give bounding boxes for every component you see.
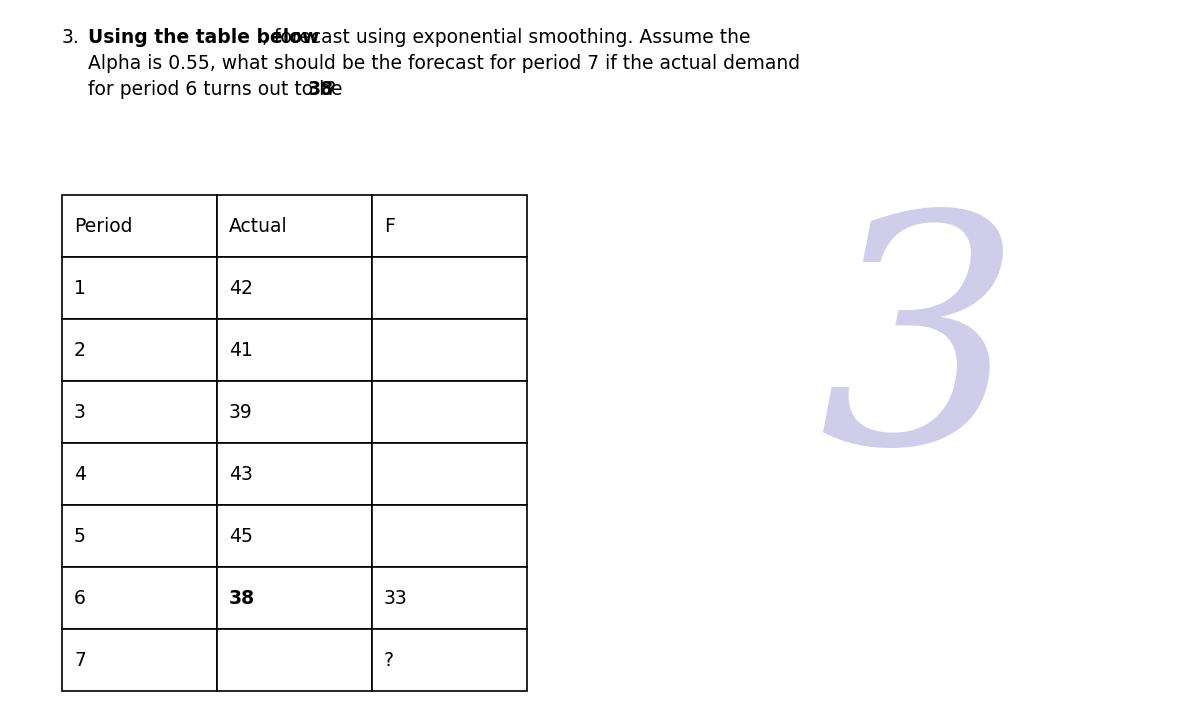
Bar: [217, 567, 372, 629]
Bar: [372, 629, 527, 691]
Text: 1: 1: [74, 279, 86, 297]
Text: 7: 7: [74, 650, 86, 670]
Bar: [217, 629, 372, 691]
Text: 33: 33: [384, 588, 408, 608]
Text: Alpha is 0.55, what should be the forecast for period 7 if the actual demand: Alpha is 0.55, what should be the foreca…: [88, 54, 800, 73]
Text: 6: 6: [74, 588, 86, 608]
Text: 38: 38: [308, 80, 334, 99]
Text: ?: ?: [326, 80, 336, 99]
Bar: [372, 505, 527, 567]
Bar: [62, 629, 217, 691]
Bar: [62, 381, 217, 443]
Text: Period: Period: [74, 217, 132, 235]
Text: 3: 3: [818, 200, 1021, 510]
Text: 41: 41: [229, 341, 253, 359]
Text: 4: 4: [74, 464, 86, 484]
Text: 5: 5: [74, 526, 86, 546]
Text: for period 6 turns out to be: for period 6 turns out to be: [88, 80, 348, 99]
Text: 42: 42: [229, 279, 253, 297]
Text: 39: 39: [229, 402, 253, 421]
Bar: [62, 443, 217, 505]
Text: Actual: Actual: [229, 217, 288, 235]
Bar: [217, 195, 372, 257]
Bar: [217, 505, 372, 567]
Bar: [217, 257, 372, 319]
Bar: [62, 319, 217, 381]
Bar: [372, 381, 527, 443]
Bar: [217, 443, 372, 505]
Text: 2: 2: [74, 341, 86, 359]
Bar: [372, 443, 527, 505]
Text: ?: ?: [384, 650, 394, 670]
Bar: [372, 195, 527, 257]
Bar: [62, 257, 217, 319]
Text: 38: 38: [229, 588, 256, 608]
Bar: [217, 381, 372, 443]
Text: 45: 45: [229, 526, 253, 546]
Bar: [217, 319, 372, 381]
Bar: [372, 319, 527, 381]
Bar: [372, 567, 527, 629]
Bar: [372, 257, 527, 319]
Text: , forecast using exponential smoothing. Assume the: , forecast using exponential smoothing. …: [262, 28, 750, 47]
Bar: [62, 567, 217, 629]
Text: Using the table below: Using the table below: [88, 28, 319, 47]
Bar: [62, 195, 217, 257]
Bar: [62, 505, 217, 567]
Text: 3: 3: [74, 402, 86, 421]
Text: F: F: [384, 217, 395, 235]
Text: 3.: 3.: [62, 28, 79, 47]
Text: 43: 43: [229, 464, 253, 484]
